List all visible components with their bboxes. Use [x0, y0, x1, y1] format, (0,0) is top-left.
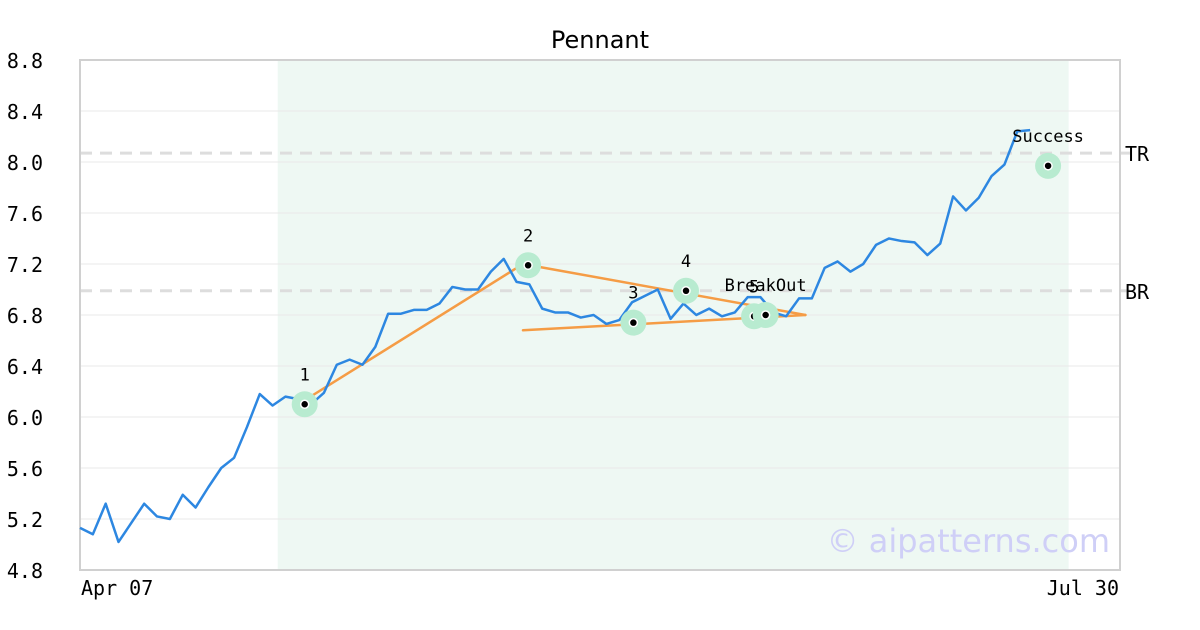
point-marker: [628, 317, 639, 328]
y-tick-label: 6.0: [7, 406, 43, 430]
y-tick-label: 4.8: [7, 559, 43, 583]
trend-line: [297, 262, 525, 406]
y-axis-tick-labels: 4.8 5.2 5.6 6.0 6.4 6.8 7.2 7.6 8.0 8.4 8.8: [7, 49, 43, 583]
y-tick-label: 8.8: [7, 49, 43, 73]
point-marker: [681, 286, 691, 296]
y-tick-label: 6.8: [7, 304, 43, 328]
point-marker: [1043, 161, 1053, 171]
point-label: 1: [300, 365, 310, 385]
x-tick-label: Apr 07: [81, 576, 153, 600]
plot-frame: [79, 59, 1121, 571]
y-tick-label: 8.4: [7, 100, 43, 124]
point-label: 3: [628, 284, 638, 304]
reference-line-label: TR: [1125, 142, 1150, 166]
y-tick-label: 5.2: [7, 508, 43, 532]
point-marker: [523, 260, 533, 271]
point-label: BreakOut: [725, 276, 807, 296]
y-tick-label: 8.0: [7, 151, 43, 175]
point-marker: [299, 399, 310, 409]
point-label: 5: [749, 277, 759, 297]
x-tick-label: Jul 30: [1047, 576, 1119, 600]
y-tick-label: 5.6: [7, 457, 43, 481]
point-label: 2: [523, 226, 533, 246]
point-label: 4: [681, 252, 691, 272]
price-line: [79, 128, 1031, 544]
reference-lines: TR BR: [80, 142, 1150, 304]
reference-line-label: BR: [1125, 280, 1150, 304]
y-tick-label: 7.6: [7, 202, 43, 226]
y-tick-label: 7.2: [7, 253, 43, 277]
x-axis-tick-labels: Apr 07 Jul 30: [81, 576, 1119, 600]
point-marker: [760, 310, 771, 320]
watermark: © aipatterns.com: [827, 522, 1110, 560]
price-series: [79, 128, 1031, 544]
chart-title: Pennant: [551, 26, 649, 54]
point-label: Success: [1012, 127, 1084, 147]
y-tick-label: 6.4: [7, 355, 43, 379]
